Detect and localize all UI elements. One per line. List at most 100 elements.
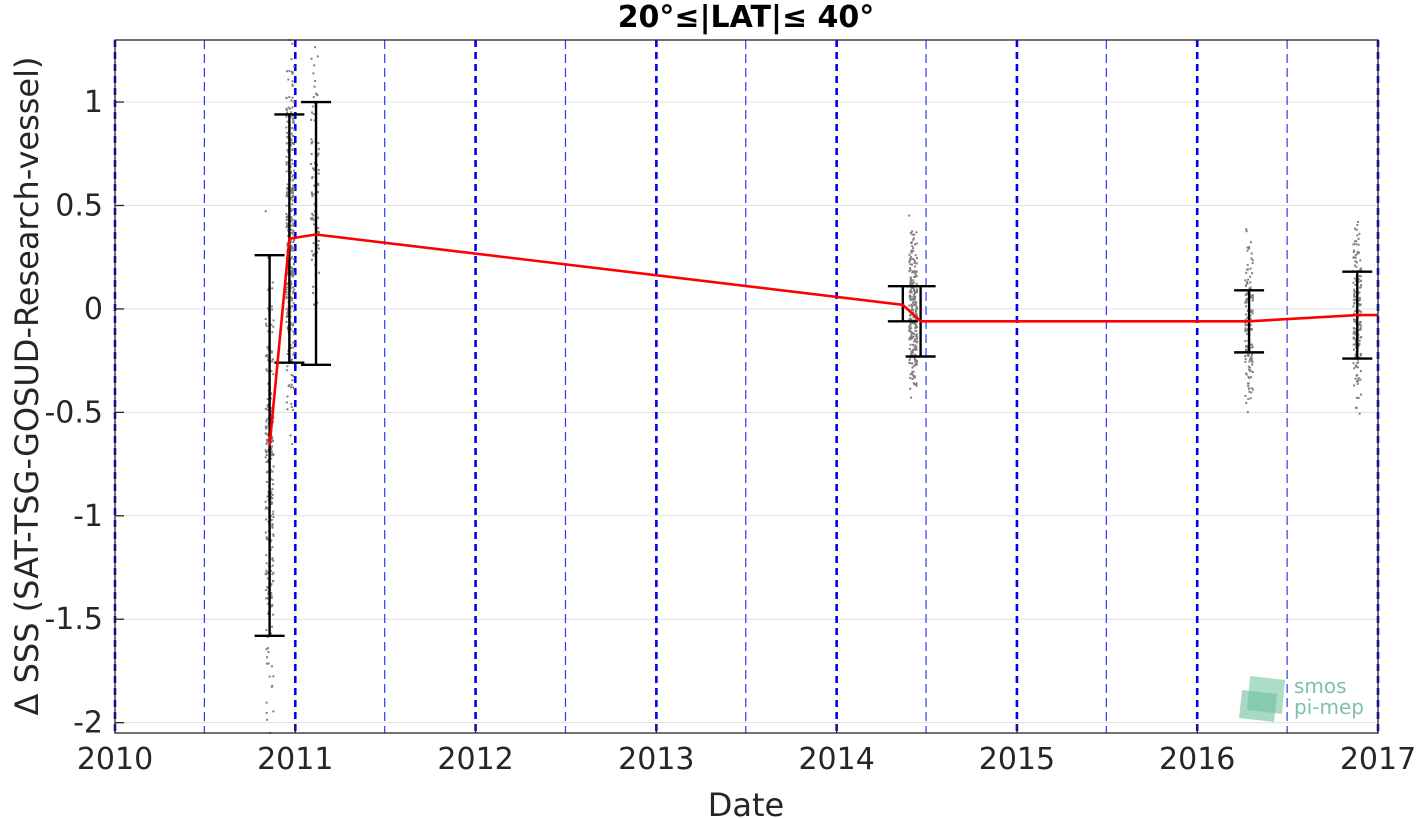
scatter-point: [912, 237, 915, 240]
scatter-point: [271, 445, 274, 448]
scatter-point: [1249, 241, 1252, 244]
scatter-point: [1248, 390, 1251, 393]
scatter-point: [292, 409, 295, 412]
scatter-point: [291, 141, 294, 144]
scatter-point: [912, 343, 915, 346]
scatter-point: [1246, 282, 1249, 285]
scatter-point: [1359, 370, 1362, 373]
scatter-point: [312, 72, 315, 75]
scatter-point: [1354, 260, 1357, 263]
scatter-point: [1352, 298, 1355, 301]
scatter-point: [285, 115, 288, 118]
scatter-point: [1244, 301, 1247, 304]
scatter-point: [1251, 345, 1254, 348]
scatter-point: [311, 217, 314, 220]
scatter-point: [910, 354, 913, 357]
scatter-point: [1353, 384, 1356, 387]
scatter-point: [269, 591, 272, 594]
scatter-point: [290, 210, 293, 213]
scatter-point: [272, 510, 275, 513]
scatter-point: [290, 218, 293, 221]
scatter-point: [286, 312, 289, 315]
scatter-point: [908, 294, 911, 297]
scatter-point: [912, 335, 915, 338]
scatter-point: [910, 249, 913, 252]
scatter-point: [265, 471, 268, 474]
scatter-point: [914, 375, 917, 378]
scatter-point: [914, 353, 917, 356]
scatter-point: [316, 154, 319, 157]
y-tick-label: -1.5: [44, 602, 103, 637]
scatter-point: [909, 282, 912, 285]
scatter-point: [265, 701, 268, 704]
scatter-point: [292, 346, 295, 349]
scatter-point: [286, 326, 289, 329]
scatter-point: [1252, 388, 1255, 391]
scatter-point: [292, 189, 295, 192]
scatter-point: [1250, 257, 1253, 260]
scatter-point: [272, 559, 275, 562]
scatter-point: [271, 497, 274, 500]
scatter-point: [1357, 280, 1360, 283]
scatter-point: [266, 536, 269, 539]
scatter-point: [1246, 324, 1249, 327]
scatter-point: [270, 495, 273, 498]
scatter-point: [1353, 333, 1356, 336]
scatter-point: [916, 325, 919, 328]
scatter-point: [292, 286, 295, 289]
scatter-point: [912, 374, 915, 377]
scatter-point: [1245, 401, 1248, 404]
scatter-point: [292, 174, 295, 177]
scatter-point: [285, 283, 288, 286]
scatter-point: [1249, 357, 1252, 360]
scatter-point: [289, 249, 292, 252]
scatter-point: [272, 319, 275, 322]
scatter-point: [910, 287, 913, 290]
scatter-point: [267, 602, 270, 605]
scatter-point: [1250, 252, 1253, 255]
scatter-point: [1250, 387, 1253, 390]
scatter-point: [316, 55, 319, 58]
scatter-point: [286, 120, 289, 123]
scatter-point: [287, 78, 290, 81]
scatter-point: [289, 296, 292, 299]
scatter-point: [272, 613, 275, 616]
scatter-point: [285, 226, 288, 229]
scatter-point: [910, 263, 913, 266]
smos-pi-mep-logo: smos pi-mep: [1239, 674, 1364, 722]
scatter-point: [292, 302, 295, 305]
scatter-point: [290, 405, 293, 408]
scatter-point: [1354, 377, 1357, 380]
scatter-point: [270, 685, 273, 688]
scatter-point: [1359, 279, 1362, 282]
scatter-point: [1360, 283, 1363, 286]
scatter-point: [1357, 237, 1360, 240]
scatter-point: [910, 318, 913, 321]
scatter-point: [288, 69, 291, 72]
scatter-point: [914, 364, 917, 367]
scatter-point: [1244, 330, 1247, 333]
scatter-point: [292, 386, 295, 389]
scatter-point: [291, 96, 294, 99]
y-tick-label: 0.5: [55, 188, 103, 223]
scatter-point: [1353, 330, 1356, 333]
scatter-point: [915, 270, 918, 273]
scatter-point: [915, 308, 918, 311]
scatter-point: [1357, 377, 1360, 380]
scatter-point: [290, 159, 293, 162]
scatter-point: [912, 293, 915, 296]
scatter-point: [913, 346, 916, 349]
scatter-point: [290, 360, 293, 363]
scatter-point: [285, 308, 288, 311]
scatter-point: [286, 183, 289, 186]
scatter-point: [1358, 329, 1361, 332]
scatter-point: [285, 155, 288, 158]
scatter-point: [266, 718, 269, 721]
scatter-point: [1354, 291, 1357, 294]
scatter-point: [271, 546, 274, 549]
scatter-point: [268, 675, 271, 678]
scatter-point: [910, 251, 913, 254]
scatter-point: [290, 232, 293, 235]
scatter-point: [1355, 240, 1358, 243]
